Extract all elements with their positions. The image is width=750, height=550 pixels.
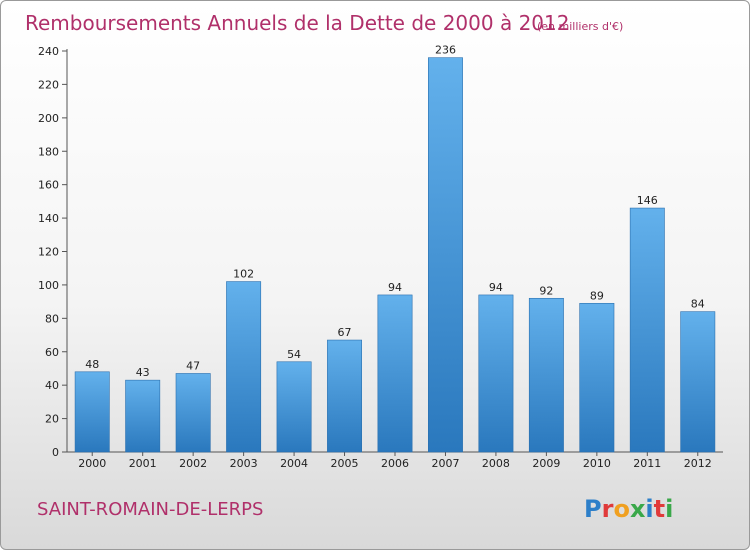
y-tick-label: 100 [38,279,59,292]
y-tick-label: 20 [45,413,59,426]
proxiti-logo: Proxiti [584,495,673,523]
logo-letter: t [654,495,665,523]
chart-title: Remboursements Annuels de la Dette de 20… [25,11,569,35]
logo-letter: P [584,495,602,523]
y-tick-label: 80 [45,312,59,325]
x-tick-label-2009: 2009 [532,457,560,470]
y-tick-label: 180 [38,145,59,158]
bar-2008 [478,294,514,453]
bar-2005 [327,339,362,453]
chart-subtitle: (en milliers d'€) [537,20,623,33]
x-tick-label-2007: 2007 [431,457,459,470]
y-axis: 0 20 40 60 80 100 120 140 160 180 200 220 240 [38,45,68,459]
x-tick-label-2006: 2006 [381,457,409,470]
data-label-2001: 43 [136,366,150,379]
logo-letter: x [630,495,646,523]
data-label-2000: 48 [85,358,99,371]
y-tick-label: 200 [38,112,59,125]
data-label-2008: 94 [489,281,503,294]
bar-2011 [629,207,665,453]
y-tick-label: 40 [45,379,59,392]
x-tick-label-2000: 2000 [78,457,106,470]
data-label-2010: 89 [590,289,604,302]
x-tick-label-2011: 2011 [633,457,661,470]
logo-letter: i [645,495,653,523]
data-label-2005: 67 [338,326,352,339]
data-label-2009: 92 [539,284,553,297]
x-tick-label-2010: 2010 [583,457,611,470]
y-tick-label: 140 [38,212,59,225]
y-tick-label: 60 [45,346,59,359]
x-tick-label-2003: 2003 [230,457,258,470]
x-tick-label-2012: 2012 [684,457,712,470]
data-label-2002: 47 [186,359,200,372]
bar-2003 [226,281,262,453]
x-tick-label-2002: 2002 [179,457,207,470]
logo-letter: i [665,495,673,523]
y-tick-label: 160 [38,179,59,192]
x-tick-label-2004: 2004 [280,457,308,470]
data-label-2006: 94 [388,281,402,294]
bar-2006 [377,294,413,453]
bar-2001 [125,379,161,453]
x-tick-label-2005: 2005 [331,457,359,470]
y-tick-label: 120 [38,246,59,259]
bar-2010 [579,302,615,453]
bar-2000 [74,371,110,453]
y-tick-label: 220 [38,78,59,91]
bar-2009 [528,297,564,453]
data-labels: 48 43 47 102 54 67 94 236 94 92 89 146 84 [85,44,705,379]
commune-name: SAINT-ROMAIN-DE-LERPS [37,499,263,520]
x-tick-label-2001: 2001 [129,457,157,470]
data-label-2011: 146 [637,194,658,207]
logo-letter: o [613,495,630,523]
bars [74,57,716,453]
x-tick-label-2008: 2008 [482,457,510,470]
data-label-2004: 54 [287,348,301,361]
bar-2012 [680,311,716,453]
y-tick-label: 0 [52,446,59,459]
data-label-2007: 236 [435,44,456,57]
y-tick-label: 240 [38,45,59,58]
logo-letter: r [602,495,614,523]
x-axis: 2000 2001 2002 2003 2004 2005 2006 2007 2008 2009… [67,451,723,470]
bar-2002 [175,373,211,453]
data-label-2012: 84 [691,298,705,311]
bar-2007 [428,57,463,453]
bar-2004 [276,361,312,453]
data-label-2003: 102 [233,268,254,281]
